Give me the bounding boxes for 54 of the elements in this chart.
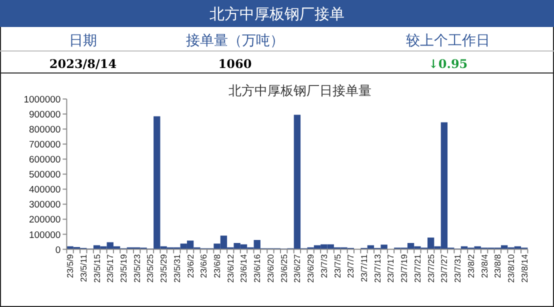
x-tick-label: 23/7/7: [346, 254, 356, 278]
text: ↓0.95: [428, 57, 468, 71]
x-tick-label: 23/6/12: [225, 254, 236, 283]
x-tick-label: 23/7/19: [399, 254, 410, 283]
y-tick-label: 600000: [28, 154, 61, 166]
text: 较上个工作日: [406, 33, 490, 49]
x-tick-label: 23/7/25: [426, 254, 436, 283]
x-tick-label: 23/7/21: [412, 254, 422, 283]
text: 接单量（万吨）: [186, 33, 284, 49]
x-tick-label: 23/7/11: [359, 254, 370, 282]
x-tick-label: 23/6/8: [212, 254, 222, 278]
y-tick-label: 0: [55, 244, 61, 256]
x-tick-label: 23/6/14: [238, 254, 249, 283]
chart-title: 北方中厚板钢厂接单: [210, 5, 344, 23]
text: 1060: [218, 57, 252, 71]
text: 2023/8/14: [49, 57, 117, 71]
x-tick-label: 23/6/6: [198, 254, 209, 278]
x-tick-label: 23/8/2: [466, 254, 476, 278]
x-tick-label: 23/5/23: [132, 254, 142, 283]
x-tick-label: 23/8/10: [506, 254, 516, 283]
x-tick-label: 23/5/15: [92, 254, 102, 283]
x-tick-label: 23/7/13: [372, 254, 382, 283]
x-tick-label: 23/8/8: [492, 254, 503, 278]
x-tick-label: 23/6/25: [278, 254, 289, 283]
y-tick-label: 1000000: [24, 94, 61, 106]
x-tick-label: 23/5/29: [158, 254, 169, 283]
y-tick-label: 700000: [28, 140, 61, 151]
x-tick-label: 23/5/9: [65, 254, 76, 278]
y-tick-label: 900000: [28, 110, 61, 121]
x-tick-label: 23/5/31: [172, 254, 182, 283]
y-tick-label: 100000: [28, 230, 61, 241]
text: 日期: [69, 33, 97, 49]
y-tick-label: 800000: [28, 124, 61, 136]
x-tick-label: 23/5/11: [78, 254, 88, 282]
y-tick-label: 300000: [28, 200, 61, 211]
x-tick-label: 23/8/4: [479, 254, 490, 278]
x-tick-label: 23/6/29: [306, 254, 316, 283]
y-tick-label: 200000: [28, 214, 61, 226]
chart-subtitle: 北方中厚板钢厂日接单量: [228, 83, 372, 99]
y-tick-label: 500000: [28, 170, 61, 181]
x-tick-label: 23/6/20: [265, 254, 276, 283]
x-tick-label: 23/5/19: [118, 254, 128, 283]
y-tick-label: 400000: [28, 184, 61, 196]
x-tick-label: 23/7/31: [452, 254, 463, 283]
x-tick-label: 23/5/25: [145, 254, 156, 283]
x-tick-label: 23/5/17: [105, 254, 116, 283]
x-tick-label: 23/6/16: [252, 254, 262, 283]
x-tick-label: 23/6/2: [185, 254, 196, 278]
x-tick-label: 23/7/3: [318, 254, 329, 278]
x-tick-label: 23/7/5: [332, 254, 342, 278]
x-tick-label: 23/7/17: [386, 254, 396, 283]
x-tick-label: 23/8/14: [519, 254, 530, 283]
x-tick-label: 23/7/27: [439, 254, 450, 283]
x-tick-label: 23/6/27: [292, 254, 302, 283]
